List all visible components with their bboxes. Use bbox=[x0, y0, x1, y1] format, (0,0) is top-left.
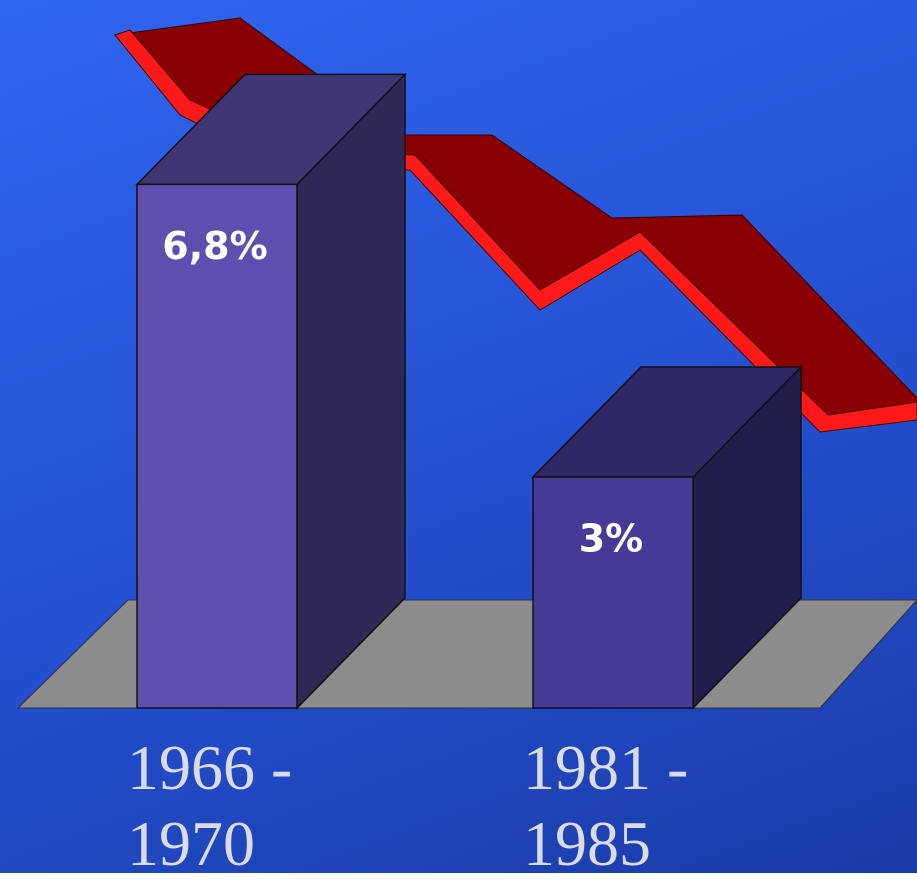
bar bbox=[136, 183, 298, 709]
bar-side bbox=[296, 72, 406, 710]
bars: 6,8% 3% bbox=[135, 72, 803, 710]
value-label: 6,8% bbox=[162, 224, 267, 268]
bar bbox=[532, 476, 694, 709]
value-label: 3% bbox=[579, 517, 644, 561]
category-label: 1981 - 1985 bbox=[523, 732, 689, 879]
category-label: 1966 - 1970 bbox=[127, 732, 293, 879]
